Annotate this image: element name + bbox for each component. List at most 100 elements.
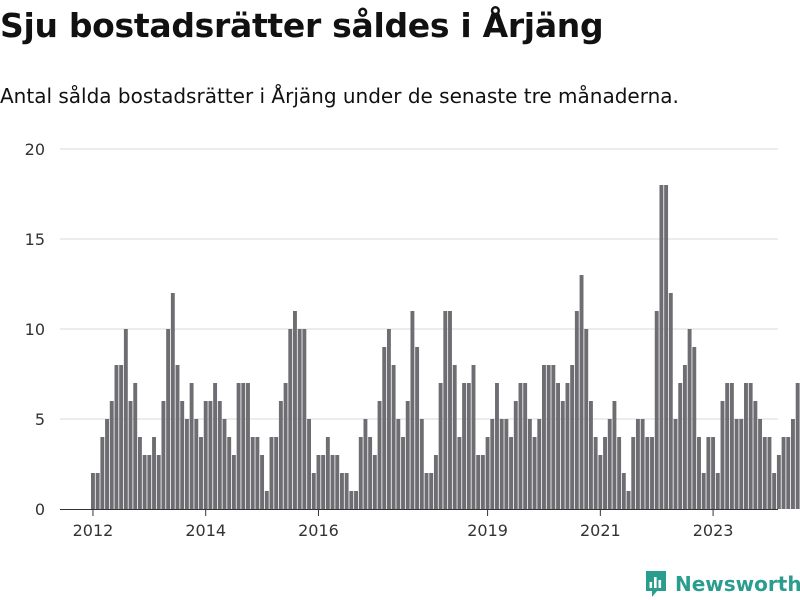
bar: [762, 437, 767, 509]
bar: [607, 419, 612, 509]
bar: [546, 365, 551, 509]
chart-title: Sju bostadsrätter såldes i Årjäng: [0, 6, 604, 45]
brand-logo[interactable]: Newsworthy: [644, 569, 800, 599]
bar: [767, 437, 772, 509]
x-axis-ticks: 2012201420162019202120232025: [73, 510, 734, 540]
bar: [419, 419, 424, 509]
bar: [222, 419, 227, 509]
bar: [339, 473, 344, 509]
bar: [401, 437, 405, 509]
bar: [184, 419, 189, 509]
bar: [283, 383, 288, 509]
bar: [598, 455, 603, 509]
bar: [701, 473, 706, 509]
bar: [325, 437, 330, 509]
bar: [311, 473, 316, 509]
bar: [231, 455, 236, 509]
bar: [664, 185, 669, 509]
bar: [776, 455, 781, 509]
bar: [504, 419, 509, 509]
bar: [495, 383, 499, 509]
bar: [91, 473, 95, 509]
bar: [335, 455, 340, 509]
chart-subtitle: Antal sålda bostadsrätter i Årjäng under…: [0, 84, 679, 108]
bar: [551, 365, 556, 509]
x-tick-label: 2019: [467, 521, 508, 540]
newsworthy-logo-icon: [646, 571, 666, 597]
y-tick-label: 10: [25, 320, 45, 339]
bar: [293, 311, 297, 509]
bar: [95, 473, 100, 509]
bar: [617, 437, 622, 509]
y-tick-label: 5: [35, 410, 45, 429]
bar: [100, 437, 105, 509]
bar: [715, 473, 720, 509]
bar: [166, 329, 171, 509]
bar: [133, 383, 138, 509]
bar: [692, 347, 697, 509]
bar: [288, 329, 293, 509]
bar: [363, 419, 368, 509]
bar: [668, 293, 673, 509]
bar: [156, 455, 161, 509]
bar: [142, 455, 147, 509]
bar: [194, 419, 199, 509]
bar: [603, 437, 607, 509]
bar: [729, 383, 734, 509]
bar: [189, 383, 194, 509]
bar: [734, 419, 739, 509]
bar: [537, 419, 542, 509]
bar: [631, 437, 636, 509]
bar: [744, 383, 748, 509]
bar: [570, 365, 575, 509]
bar: [297, 329, 302, 509]
bar: [119, 365, 124, 509]
bar: [105, 419, 109, 509]
bar: [687, 329, 692, 509]
bar: [321, 455, 326, 509]
x-tick-label: 2023: [693, 521, 734, 540]
bar: [673, 419, 678, 509]
bar: [109, 401, 114, 509]
bar: [706, 437, 711, 509]
bar: [471, 365, 476, 509]
bar: [499, 419, 504, 509]
bar: [781, 437, 786, 509]
bar: [405, 401, 410, 509]
bar: [640, 419, 645, 509]
bar: [560, 401, 565, 509]
bar: [513, 401, 518, 509]
bar: [518, 383, 523, 509]
bar: [344, 473, 349, 509]
bar-series: [91, 185, 800, 509]
bar: [269, 437, 274, 509]
bar: [372, 455, 377, 509]
bar: [462, 383, 467, 509]
y-tick-label: 20: [25, 140, 45, 159]
bar: [410, 311, 415, 509]
bar: [241, 383, 246, 509]
bar: [574, 311, 579, 509]
bar: [123, 329, 128, 509]
bar: [354, 491, 358, 509]
bar: [377, 401, 382, 509]
bar: [316, 455, 321, 509]
bar: [523, 383, 528, 509]
bar: [330, 455, 335, 509]
bar: [307, 419, 312, 509]
bar: [697, 437, 701, 509]
bar: [438, 383, 443, 509]
bar: [626, 491, 631, 509]
bar: [203, 401, 208, 509]
bar: [264, 491, 269, 509]
bar: [791, 419, 795, 509]
bar: [565, 383, 570, 509]
bar: [358, 437, 363, 509]
bar: [490, 419, 495, 509]
bar: [429, 473, 434, 509]
bar: [128, 401, 133, 509]
bar: [795, 383, 800, 509]
bar: [349, 491, 354, 509]
bar: [213, 383, 218, 509]
